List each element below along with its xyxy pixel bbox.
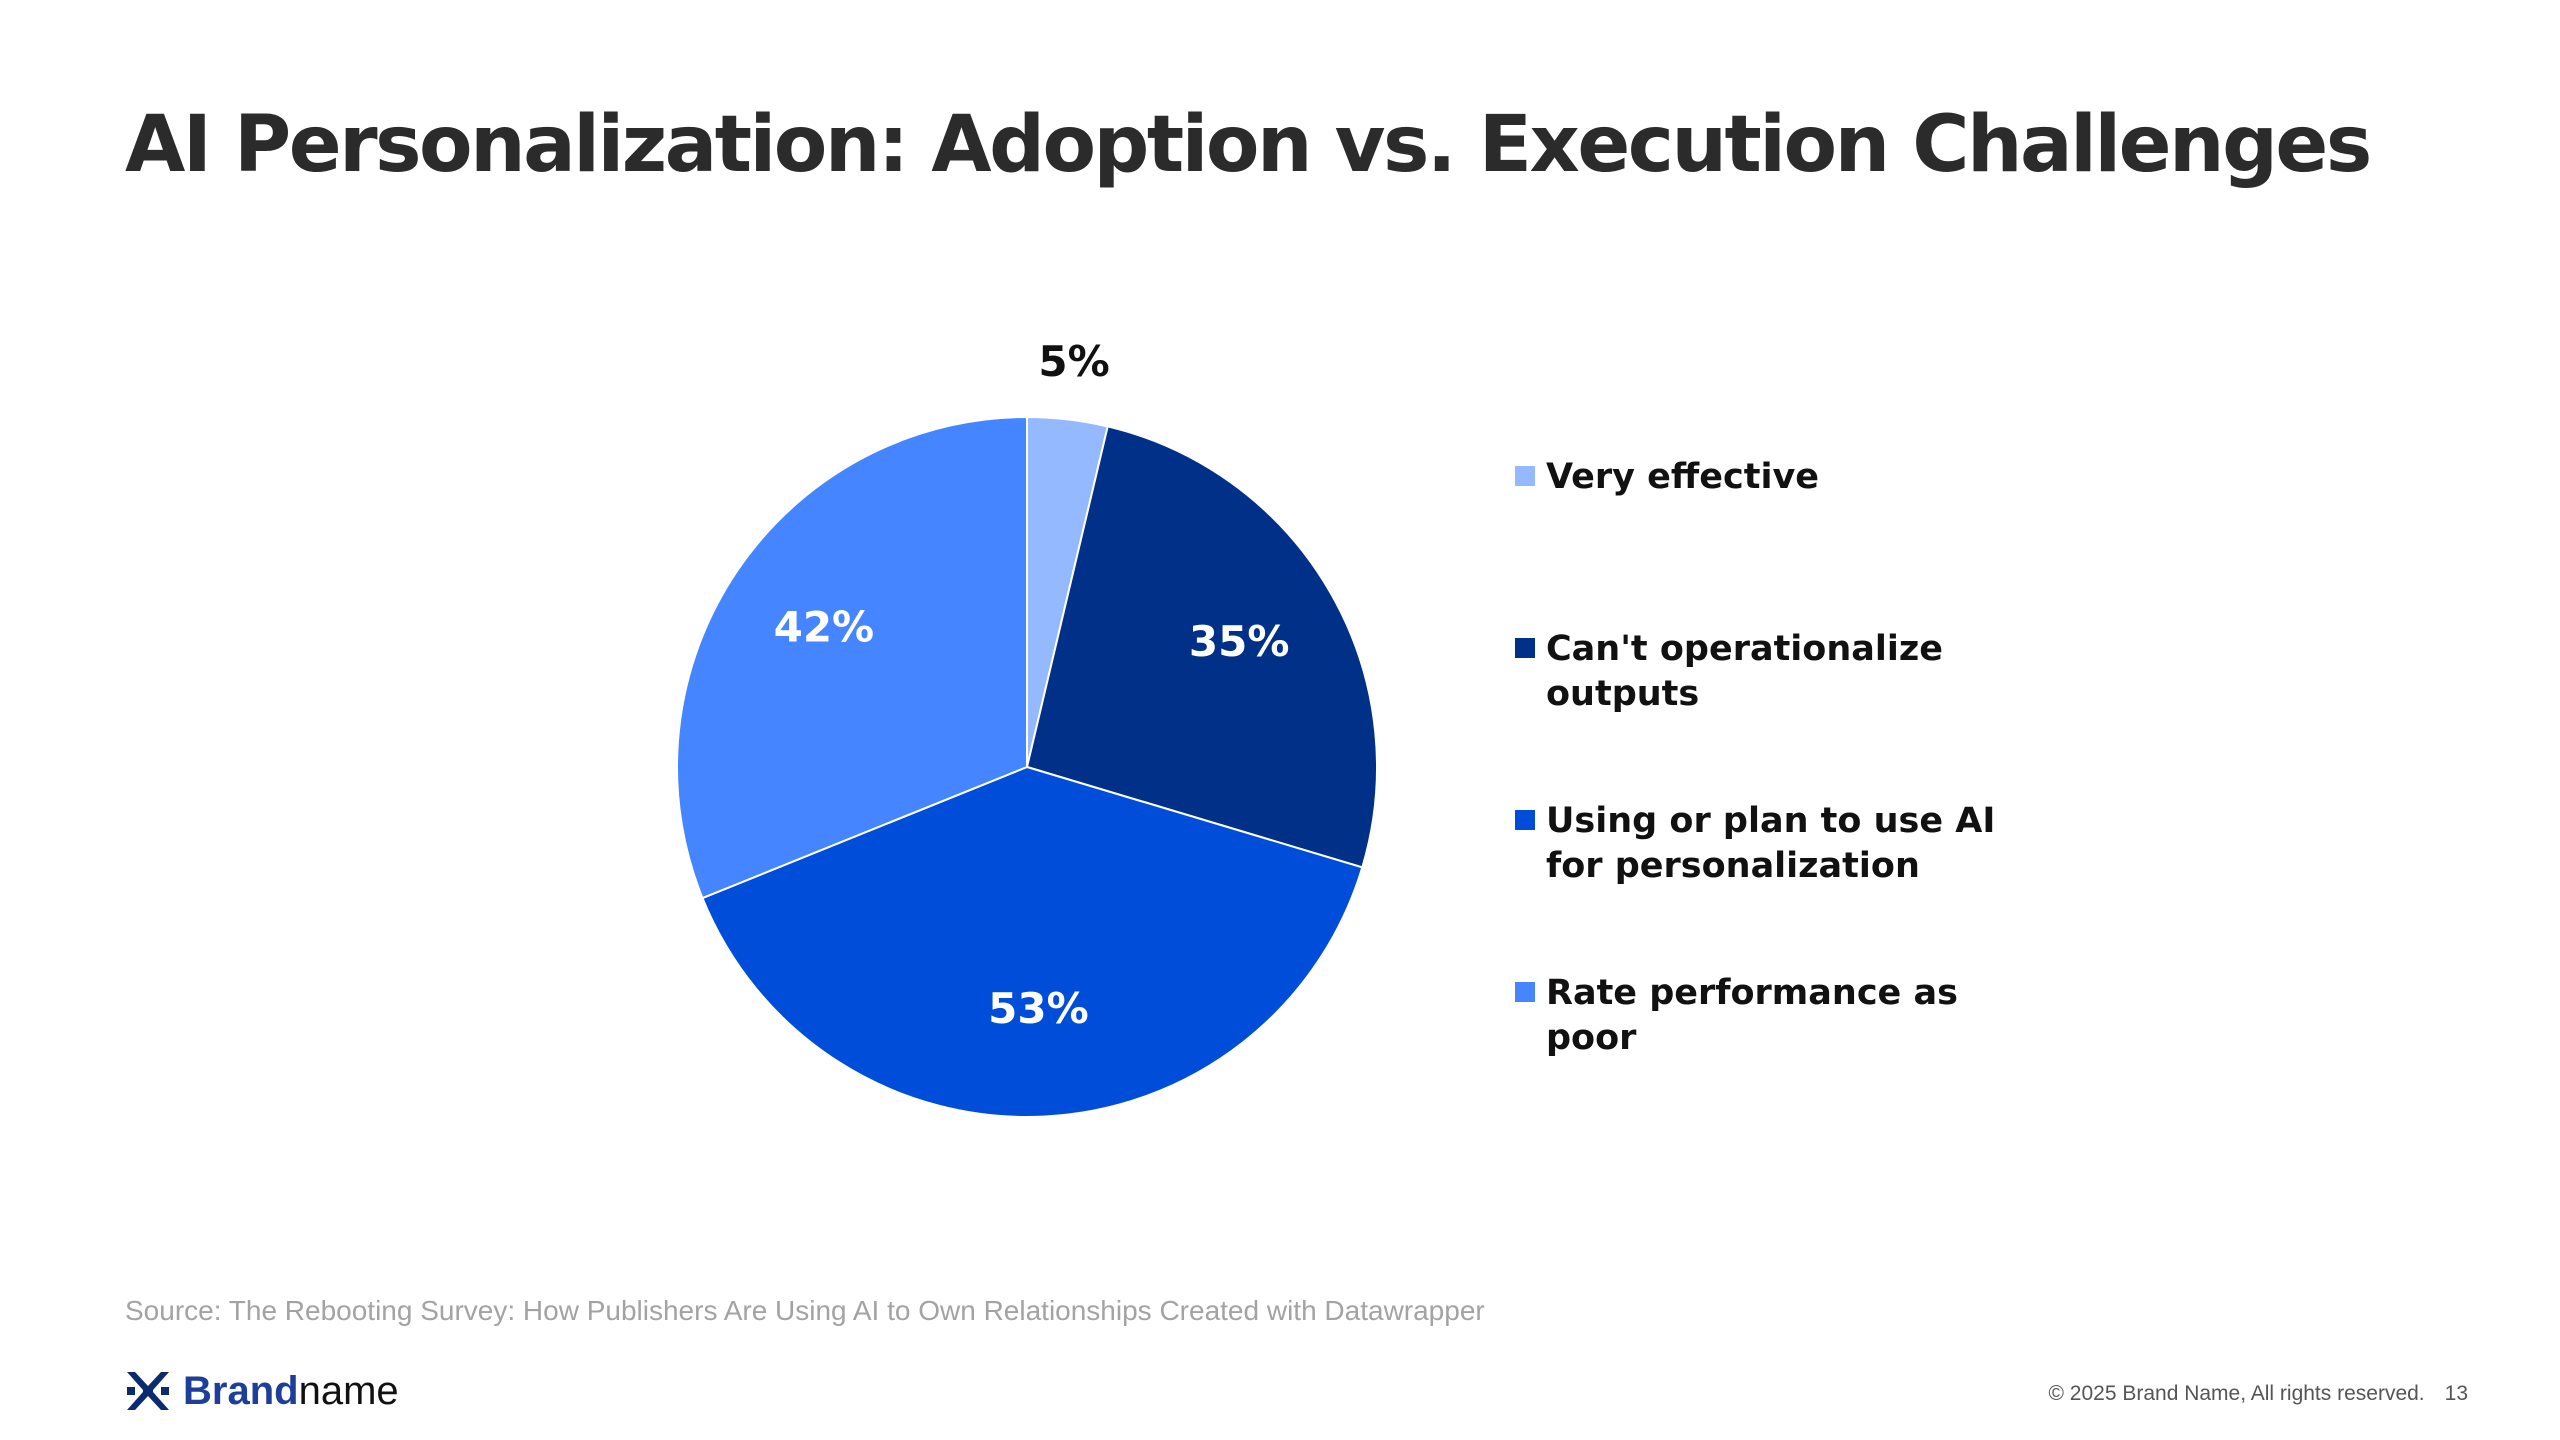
legend-item: Very effective: [1515, 455, 2046, 500]
page-number: 13: [2444, 1382, 2468, 1405]
slice-value-label: 42%: [774, 602, 875, 651]
slice-value-label: 5%: [1038, 337, 1109, 386]
slice-value-label: 35%: [1189, 617, 1290, 666]
legend-label: Rate performance as poor: [1546, 973, 1958, 1058]
legend-item: Rate performance as poor: [1515, 971, 2046, 1061]
legend-swatch: [1515, 982, 1535, 1002]
source-note: Source: The Rebooting Survey: How Publis…: [125, 1295, 1485, 1326]
page-title: AI Personalization: Adoption vs. Executi…: [125, 100, 2372, 190]
legend-label: Using or plan to use AI for personalizat…: [1546, 801, 1996, 886]
legend-swatch: [1515, 638, 1535, 658]
pie-slice: [676, 415, 1028, 900]
copyright: © 2025 Brand Name, All rights reserved.: [2048, 1382, 2425, 1405]
brand-name-bold: Brand: [183, 1368, 299, 1413]
brand-logo: Brandname: [125, 1368, 399, 1414]
legend-swatch: [1515, 466, 1535, 486]
pie-slice: [1025, 425, 1378, 869]
slice-value-label: 53%: [988, 984, 1089, 1033]
footer: © 2025 Brand Name, All rights reserved. 1…: [2048, 1382, 2468, 1406]
brand-name-regular: name: [298, 1368, 399, 1413]
brand-name: Brandname: [183, 1369, 399, 1414]
legend-swatch: [1515, 810, 1535, 830]
legend-item: Can't operationalize outputs: [1515, 627, 2046, 717]
legend-label: Can't operationalize outputs: [1546, 629, 1943, 714]
pie-slice: [701, 765, 1364, 1119]
legend-label: Very effective: [1546, 457, 1820, 497]
brand-logo-icon: [127, 1372, 169, 1410]
legend-item: Using or plan to use AI for personalizat…: [1515, 799, 2046, 889]
